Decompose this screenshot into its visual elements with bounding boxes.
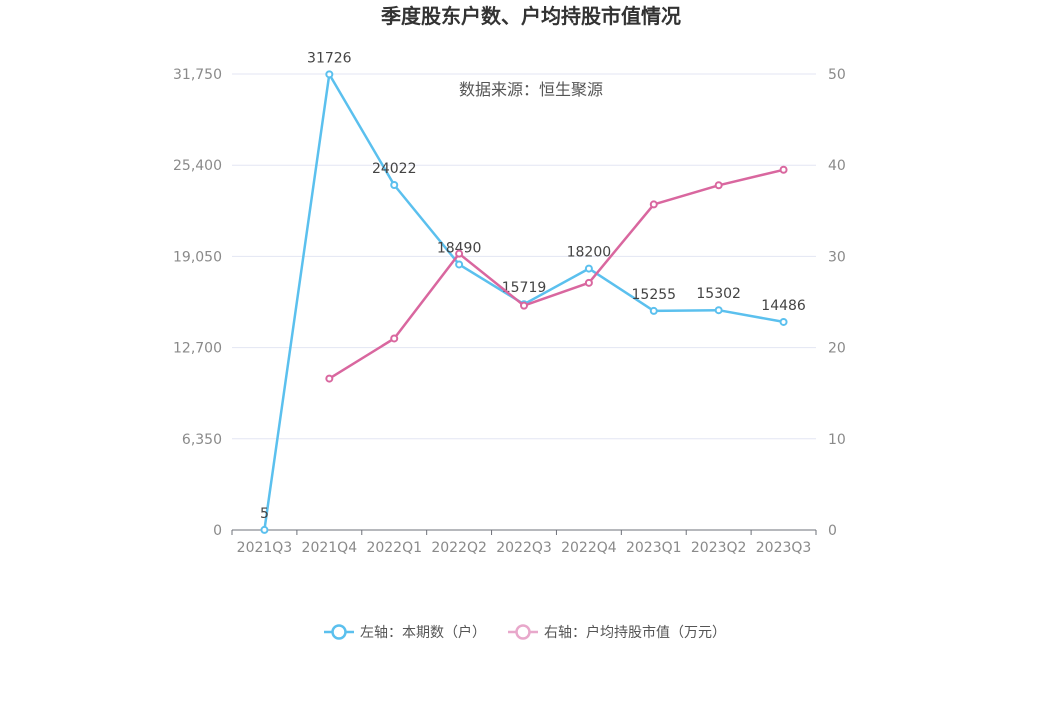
data-point: [390, 180, 399, 189]
grid-lines: [232, 73, 816, 440]
data-label: 15302: [696, 286, 741, 302]
axes: 0 0 6,350 10 12,700 20 19,050 30 25,400 40 31,750 5…: [173, 67, 846, 556]
x-tick-label: 2023Q2: [691, 540, 747, 556]
x-tick-label: 2021Q4: [302, 540, 358, 556]
y-left-tick-label: 31,750: [173, 67, 222, 83]
data-point: [325, 70, 334, 79]
x-tick-label: 2023Q3: [756, 540, 812, 556]
y-right-tick-label: 0: [828, 523, 837, 539]
series-line: [328, 168, 784, 380]
legend[interactable]: 左轴：本期数（户） 右轴：户均持股市值（万元）: [324, 624, 726, 641]
y-right-tick-label: 40: [828, 158, 846, 174]
data-label: 15255: [632, 287, 677, 303]
y-left-tick-label: 6,350: [182, 432, 222, 448]
x-tick-label: 2022Q3: [496, 540, 552, 556]
legend-item[interactable]: 左轴：本期数（户）: [324, 624, 486, 641]
chart-subtitle: 数据来源：恒生聚源: [459, 80, 603, 99]
data-label: 24022: [372, 161, 417, 177]
y-right-tick-label: 10: [828, 432, 846, 448]
y-right-tick-label: 20: [828, 341, 846, 357]
legend-label: 右轴：户均持股市值（万元）: [544, 624, 726, 641]
data-label: 15719: [502, 280, 547, 296]
y-left-tick-label: 0: [213, 523, 222, 539]
legend-label: 左轴：本期数（户）: [360, 624, 486, 641]
y-left-tick-label: 25,400: [173, 158, 222, 174]
y-left-tick-label: 19,050: [173, 249, 222, 265]
data-point: [455, 260, 464, 269]
x-tick-label: 2022Q2: [431, 540, 487, 556]
y-left-tick-label: 12,700: [173, 341, 222, 357]
x-tick-label: 2023Q1: [626, 540, 682, 556]
y-right-tick-label: 30: [828, 249, 846, 265]
x-tick-label: 2022Q4: [561, 540, 617, 556]
legend-circle-icon: [515, 624, 531, 640]
y-right-tick-label: 50: [828, 67, 846, 83]
series-group: 5 31726 24022 18490 15719 18200 15255 15302 1448…: [260, 50, 806, 534]
x-tick-label: 2022Q1: [366, 540, 422, 556]
data-point: [325, 374, 334, 383]
data-point: [584, 264, 593, 273]
data-point: [649, 200, 658, 209]
data-point: [649, 306, 658, 315]
data-label: 18200: [567, 245, 612, 261]
data-label: 18490: [437, 240, 482, 256]
data-point: [714, 181, 723, 190]
data-point: [779, 317, 788, 326]
legend-circle-icon: [331, 624, 347, 640]
legend-item[interactable]: 右轴：户均持股市值（万元）: [508, 624, 726, 641]
data-point: [455, 249, 464, 258]
x-tick-label: 2021Q3: [237, 540, 293, 556]
data-point: [260, 525, 269, 534]
data-point: [714, 306, 723, 315]
data-label: 5: [260, 506, 269, 522]
chart-title: 季度股东户数、户均持股市值情况: [380, 4, 681, 28]
data-point: [779, 165, 788, 174]
data-point: [390, 334, 399, 343]
data-label: 31726: [307, 50, 352, 66]
data-point: [520, 301, 528, 310]
data-point: [584, 278, 593, 287]
data-label: 14486: [761, 298, 806, 314]
